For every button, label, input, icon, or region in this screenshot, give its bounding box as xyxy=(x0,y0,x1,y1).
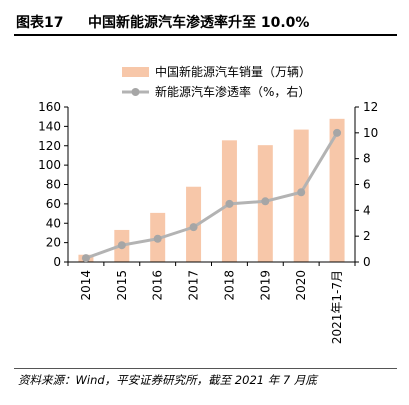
bar-2021年1-7月 xyxy=(329,118,345,262)
penetration-point-2015 xyxy=(117,241,126,250)
figure-label: 图表17 xyxy=(16,15,64,31)
left-tick-label: 60 xyxy=(46,197,61,211)
right-tick-label: 2 xyxy=(363,229,371,243)
left-tick-label: 160 xyxy=(38,100,61,114)
right-tick-label: 6 xyxy=(363,178,371,192)
right-tick-label: 8 xyxy=(363,152,371,166)
line-group xyxy=(81,128,342,263)
legend-bar-label: 中国新能源汽车销量（万辆） xyxy=(155,64,311,79)
x-tick-label: 2020 xyxy=(294,270,308,301)
x-tick-label: 2018 xyxy=(222,270,236,301)
right-tick-label: 0 xyxy=(363,255,371,269)
penetration-point-2021年1-7月 xyxy=(333,128,342,137)
penetration-point-2016 xyxy=(153,234,162,243)
x-tick-label: 2015 xyxy=(115,270,129,301)
figure-title: 中国新能源汽车渗透率升至 10.0% xyxy=(88,15,310,31)
figure-header: 图表17 中国新能源汽车渗透率升至 10.0% xyxy=(14,10,397,32)
left-tick-label: 100 xyxy=(38,158,61,172)
right-tick-label: 4 xyxy=(363,203,371,217)
legend-bar-swatch xyxy=(122,67,149,77)
x-tick-label: 2016 xyxy=(151,270,165,301)
penetration-point-2014 xyxy=(81,254,90,263)
x-tick-label: 2019 xyxy=(258,270,272,301)
x-tick-label: 2017 xyxy=(187,270,201,301)
left-tick-label: 120 xyxy=(38,139,61,153)
penetration-point-2017 xyxy=(189,223,198,232)
right-tick-label: 12 xyxy=(363,100,378,114)
left-tick-label: 20 xyxy=(46,236,61,250)
left-tick-label: 0 xyxy=(53,255,61,269)
left-tick-label: 140 xyxy=(38,119,61,133)
x-tick-label: 2014 xyxy=(79,270,93,301)
right-tick-label: 10 xyxy=(363,126,378,140)
header-rule xyxy=(14,34,397,36)
penetration-point-2018 xyxy=(225,199,234,208)
penetration-point-2019 xyxy=(261,197,270,206)
legend-line-marker xyxy=(131,88,140,96)
left-tick-label: 80 xyxy=(46,178,61,192)
source-rule xyxy=(14,368,397,369)
legend-line-label: 新能源汽车渗透率（%，右） xyxy=(155,84,310,99)
penetration-point-2020 xyxy=(297,188,306,197)
source-note: 资料来源：Wind，平安证券研究所，截至 2021 年 7 月底 xyxy=(18,373,317,387)
legend: 中国新能源汽车销量（万辆） 新能源汽车渗透率（%，右） xyxy=(122,64,311,99)
x-tick-label: 2021年1-7月 xyxy=(330,270,344,344)
left-tick-label: 40 xyxy=(46,216,61,230)
penetration-line xyxy=(85,132,339,260)
axes-group: 0 20 40 60 80 100 120 140 160 0 2 4 6 8 10 12 2014 2015 20… xyxy=(38,100,378,344)
